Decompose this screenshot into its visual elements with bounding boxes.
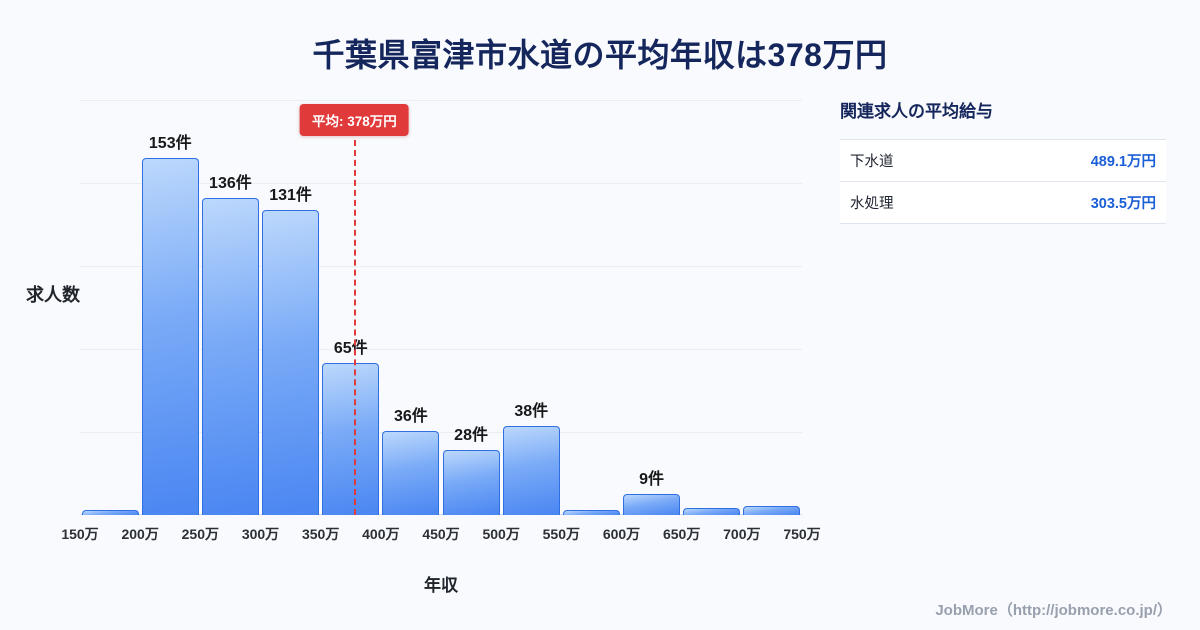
bar-count-label: 153件 bbox=[148, 135, 192, 153]
x-tick-label: 350万 bbox=[301, 526, 340, 542]
histogram-bar bbox=[502, 426, 560, 515]
histogram-bar bbox=[262, 209, 320, 515]
gridline bbox=[80, 349, 802, 350]
gridline bbox=[80, 266, 802, 267]
x-tick-label: 450万 bbox=[422, 526, 460, 542]
job-label: 水処理 bbox=[850, 196, 894, 212]
bar-count-label: 38件 bbox=[514, 403, 549, 421]
panel-heading: 関連求人の平均給与 bbox=[840, 102, 993, 121]
related-salary-panel: 関連求人の平均給与 下水道 489.1万円 水処理 303.5万円 bbox=[840, 97, 1166, 224]
bar-count-label: 9件 bbox=[639, 471, 665, 489]
bar-count-label: 131件 bbox=[269, 186, 312, 204]
x-tick-label: 300万 bbox=[241, 526, 280, 542]
gridline bbox=[80, 432, 802, 433]
x-axis-label: 年収 bbox=[424, 576, 458, 595]
bar-count-label: 28件 bbox=[454, 426, 488, 444]
page-title: 千葉県富津市水道の平均年収は378万円 bbox=[312, 37, 888, 73]
y-axis-label: 求人数 bbox=[26, 285, 80, 305]
x-tick-label: 750万 bbox=[783, 526, 821, 542]
histogram-bar bbox=[322, 363, 380, 515]
x-axis-ticks: 150万 200万 250万 300万 350万 400万 450万 500万 550万 600万… bbox=[61, 524, 820, 544]
histogram-bar bbox=[562, 510, 620, 515]
histogram-bar bbox=[683, 508, 741, 515]
x-tick-label: 700万 bbox=[723, 526, 761, 542]
x-tick-label: 550万 bbox=[542, 526, 581, 542]
x-tick-label: 150万 bbox=[61, 526, 99, 542]
histogram-bar bbox=[623, 494, 681, 515]
salary-histogram-plot: 153件 136件 131件 65件 36件 28件 38件 9件 平均: 378万円 bbox=[80, 100, 802, 515]
x-tick-label: 200万 bbox=[121, 526, 159, 542]
histogram-bar bbox=[442, 449, 500, 515]
job-label: 下水道 bbox=[850, 154, 894, 170]
histogram-bar bbox=[81, 510, 139, 515]
histogram-bar bbox=[743, 505, 801, 515]
x-tick-label: 650万 bbox=[662, 526, 701, 542]
x-axis-baseline bbox=[80, 514, 802, 515]
x-tick-label: 600万 bbox=[602, 526, 641, 542]
average-line bbox=[354, 130, 357, 515]
x-tick-label: 400万 bbox=[362, 526, 400, 542]
average-badge: 平均: 378万円 bbox=[299, 104, 409, 136]
histogram-bar bbox=[141, 158, 199, 515]
attribution: JobMore（http://jobmore.co.jp/） bbox=[935, 602, 1172, 619]
bar-count-label: 136件 bbox=[209, 174, 252, 192]
histogram-bar bbox=[382, 431, 440, 515]
salary-row: 水処理 303.5万円 bbox=[840, 181, 1166, 224]
bar-count-label: 65件 bbox=[333, 340, 368, 358]
histogram-bar bbox=[201, 197, 259, 515]
gridline bbox=[80, 100, 802, 101]
x-tick-label: 500万 bbox=[482, 526, 520, 542]
salary-table: 下水道 489.1万円 水処理 303.5万円 bbox=[840, 139, 1166, 224]
job-salary-value: 303.5万円 bbox=[1090, 196, 1156, 212]
x-tick-label: 250万 bbox=[181, 526, 220, 542]
salary-row: 下水道 489.1万円 bbox=[840, 139, 1166, 182]
job-salary-value: 489.1万円 bbox=[1090, 154, 1156, 170]
bar-count-label: 36件 bbox=[394, 408, 428, 426]
gridline bbox=[80, 183, 802, 184]
